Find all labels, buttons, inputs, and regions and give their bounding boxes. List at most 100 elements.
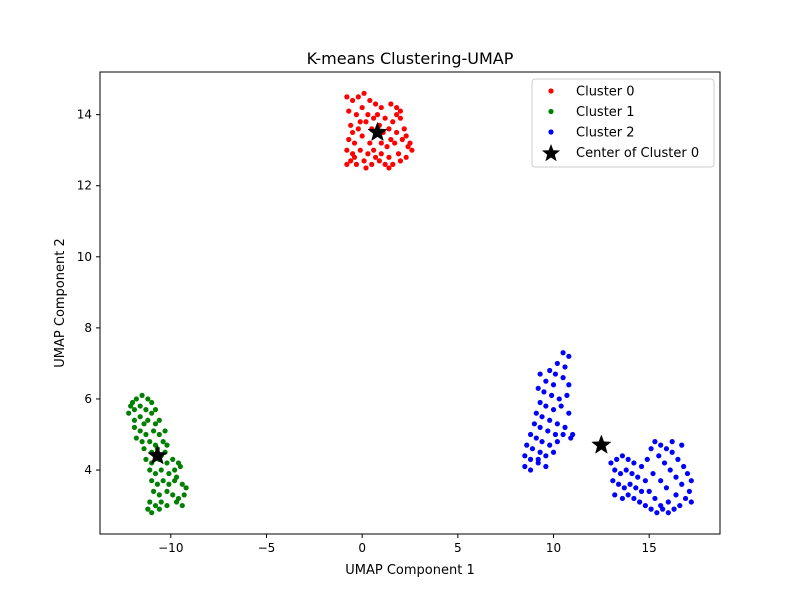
scatter-point xyxy=(564,392,570,398)
scatter-point xyxy=(361,90,367,96)
scatter-point xyxy=(673,474,679,480)
x-tick-label: 0 xyxy=(358,541,366,555)
scatter-point xyxy=(566,382,572,388)
scatter-point xyxy=(143,456,149,462)
scatter-point xyxy=(550,382,557,388)
scatter-point xyxy=(357,119,363,125)
scatter-point xyxy=(533,410,539,416)
y-axis-title: UMAP Component 2 xyxy=(53,238,68,367)
scatter-point xyxy=(642,502,648,509)
y-tick-label: 6 xyxy=(84,392,92,406)
scatter-point xyxy=(145,417,151,423)
scatter-point xyxy=(152,502,159,509)
scatter-point xyxy=(615,481,622,487)
scatter-point xyxy=(554,360,560,367)
scatter-point xyxy=(658,442,664,448)
scatter-point xyxy=(648,506,654,512)
series-0 xyxy=(344,90,415,171)
scatter-point xyxy=(527,456,534,462)
scatter-point xyxy=(686,488,692,494)
x-tick-label: −5 xyxy=(258,541,276,555)
cluster-centers xyxy=(147,121,612,465)
scatter-point xyxy=(533,435,539,441)
scatter-point xyxy=(371,115,377,121)
scatter-point xyxy=(179,502,185,509)
x-tick-label: 5 xyxy=(454,541,462,555)
scatter-point xyxy=(372,101,379,107)
scatter-point xyxy=(552,371,559,377)
scatter-point xyxy=(150,428,157,434)
scatter-point xyxy=(552,431,559,438)
center-star xyxy=(367,121,388,142)
scatter-point xyxy=(661,460,668,466)
scatter-point xyxy=(372,154,379,160)
scatter-point xyxy=(554,439,560,445)
center-star xyxy=(147,445,168,465)
scatter-point xyxy=(637,499,643,505)
scatter-point xyxy=(365,112,371,118)
scatter-point xyxy=(550,407,557,413)
legend-point-marker xyxy=(548,129,554,135)
scatter-point xyxy=(177,463,183,470)
scatter-point xyxy=(671,506,677,512)
scatter-point xyxy=(688,478,694,484)
y-tick-label: 12 xyxy=(77,179,92,193)
legend-box xyxy=(531,78,715,168)
scatter-point xyxy=(684,470,691,477)
scatter-point xyxy=(346,136,352,143)
x-tick-label: 15 xyxy=(642,541,657,555)
scatter-point xyxy=(665,510,671,516)
scatter-point xyxy=(663,485,670,491)
scatter-point xyxy=(669,439,675,445)
scatter-point xyxy=(156,431,162,438)
scatter-point xyxy=(156,506,162,512)
scatter-point xyxy=(629,470,635,477)
scatter-point xyxy=(348,158,354,164)
scatter-point xyxy=(644,456,650,462)
scatter-point xyxy=(378,151,384,157)
scatter-point xyxy=(665,499,671,505)
scatter-point xyxy=(619,495,626,502)
x-axis-title: UMAP Component 1 xyxy=(345,563,474,578)
scatter-point xyxy=(166,481,172,487)
scatter-point xyxy=(351,154,358,160)
chart-title: K-means Clustering-UMAP xyxy=(307,49,514,68)
scatter-point xyxy=(160,439,166,445)
scatter-point xyxy=(139,439,145,445)
scatter-point xyxy=(608,460,614,466)
scatter-point xyxy=(394,112,400,118)
scatter-point xyxy=(390,161,396,167)
scatter-point xyxy=(527,431,534,438)
scatter-point xyxy=(614,456,620,462)
scatter-point xyxy=(531,421,537,427)
scatter-point xyxy=(537,371,543,377)
legend-star-marker xyxy=(541,144,561,162)
scatter-point xyxy=(610,478,616,484)
scatter-point xyxy=(378,140,384,146)
scatter-point xyxy=(652,495,658,502)
scatter-point xyxy=(131,407,138,413)
scatter-point xyxy=(349,97,356,104)
scatter-point xyxy=(365,151,371,157)
scatter-point xyxy=(566,410,572,416)
scatter-point xyxy=(543,453,549,459)
scatter-point xyxy=(160,478,166,484)
scatter-point xyxy=(541,389,547,395)
scatter-point xyxy=(344,147,350,153)
scatter-point xyxy=(348,122,354,128)
y-axis-ticks: 4 6 8 10 12 14 xyxy=(77,108,100,477)
scatter-point xyxy=(652,439,658,445)
scatter-point xyxy=(374,112,381,118)
scatter-point xyxy=(145,396,151,402)
scatter-point xyxy=(149,399,155,406)
scatter-point xyxy=(535,456,541,462)
scatter-point xyxy=(673,492,679,498)
scatter-point xyxy=(353,161,360,167)
scatter-point xyxy=(631,460,637,466)
scatter-point xyxy=(349,129,356,136)
scatter-point xyxy=(675,456,681,462)
scatter-point xyxy=(656,453,662,459)
scatter-point xyxy=(648,446,654,452)
scatter-point xyxy=(625,456,631,462)
